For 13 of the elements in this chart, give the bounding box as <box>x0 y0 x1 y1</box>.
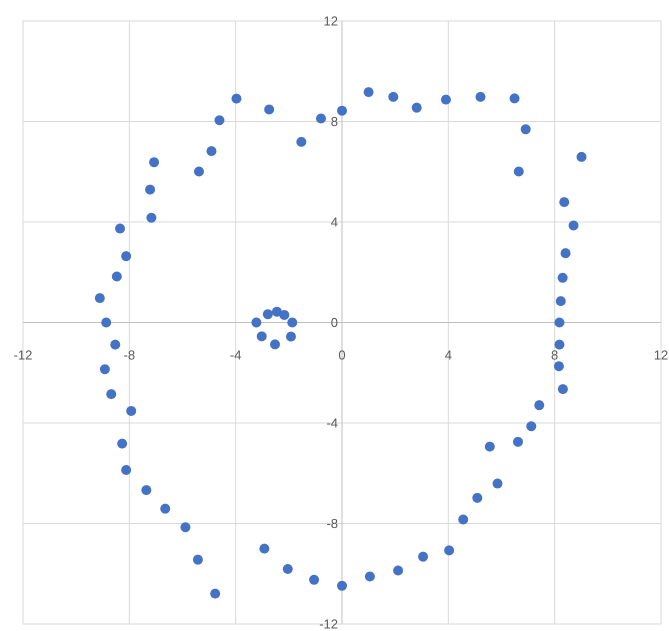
y-tick-label: -8 <box>326 516 338 532</box>
y-tick-label: 4 <box>330 214 338 230</box>
x-tick-label: -12 <box>14 348 32 362</box>
y-tick-label: 0 <box>330 315 338 330</box>
y-tick-label: 8 <box>330 114 338 130</box>
x-tick-label: 8 <box>551 348 558 362</box>
y-tick-label: -12 <box>319 616 338 631</box>
x-tick-label: -8 <box>124 348 136 362</box>
y-tick-label: 12 <box>324 14 338 29</box>
x-tick-label: -4 <box>230 348 242 362</box>
x-tick-label: 12 <box>654 348 668 362</box>
x-tick-label: 4 <box>444 348 452 362</box>
y-tick-label: -4 <box>326 416 338 431</box>
